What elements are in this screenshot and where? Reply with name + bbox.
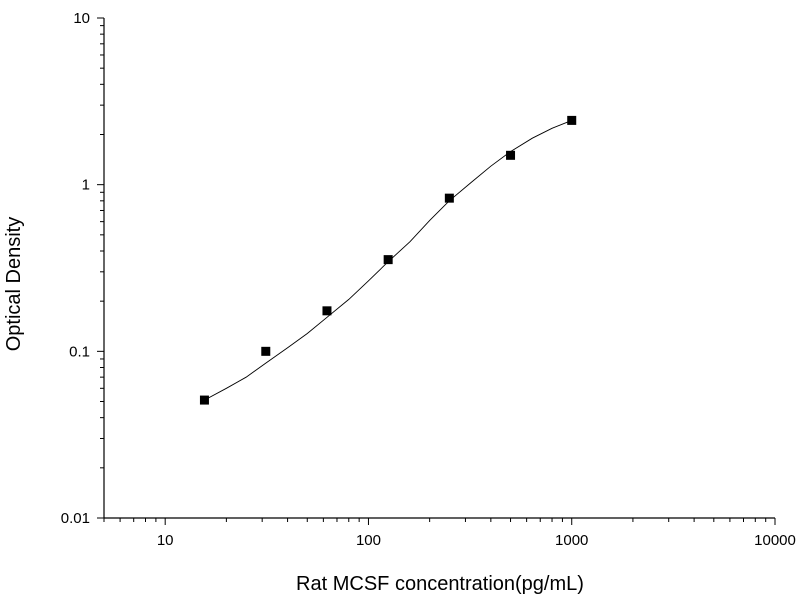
axes	[103, 18, 775, 519]
y-axis-title: Optical Density	[3, 217, 25, 352]
ticks	[97, 17, 776, 525]
y-tick-label: 0.1	[69, 343, 90, 360]
y-tick-label: 10	[73, 10, 90, 27]
x-tick-label: 10000	[754, 532, 796, 549]
x-tick-label: 100	[356, 532, 381, 549]
x-tick-label: 10	[157, 532, 174, 549]
data-point	[383, 255, 393, 265]
data-points	[199, 115, 577, 405]
y-tick-label: 1	[82, 177, 90, 194]
data-point	[567, 115, 577, 125]
data-point	[261, 346, 271, 356]
y-tick-label: 0.01	[61, 510, 90, 527]
data-point	[444, 193, 454, 203]
data-point	[199, 395, 209, 405]
x-axis-title: Rat MCSF concentration(pg/mL)	[296, 573, 584, 595]
data-point	[322, 306, 332, 316]
x-tick-label: 1000	[555, 532, 588, 549]
tick-labels: 10 100 1000 10000 0.01 0.1 1 10	[61, 10, 796, 549]
data-point	[506, 150, 516, 160]
